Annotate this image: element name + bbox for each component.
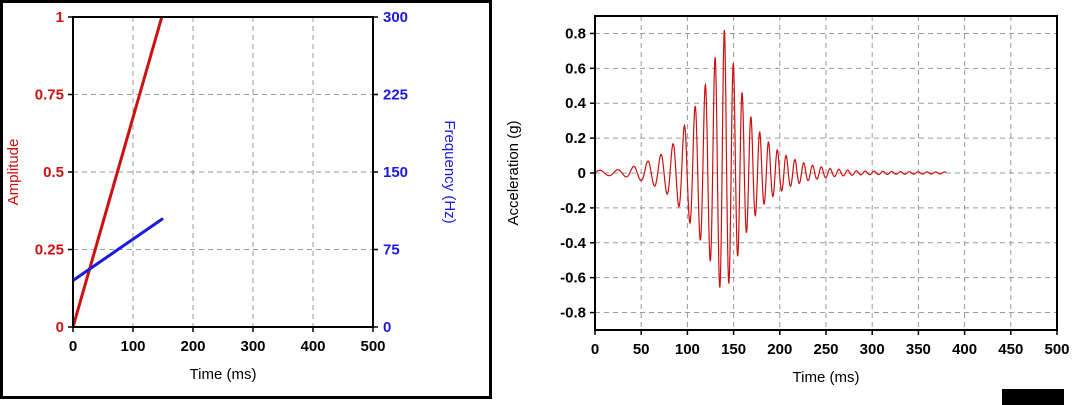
y-tick-label: -0.6 [560,270,586,287]
x-tick-label: 0 [591,341,599,358]
frequency-tick-label: 150 [383,164,408,181]
acceleration-chart: 0 50 100 150 200 250 300 350 400 450 500 -0.8 -0.6 -0… [505,15,1070,386]
x-tick-label: 250 [813,341,838,358]
amplitude-tick-label: 0 [56,319,64,336]
amplitude-tick-label: 0.25 [35,242,64,259]
x-tick-label: 100 [675,341,700,358]
x-tick-label: 400 [952,341,977,358]
amplitude-tick-label: 1 [56,9,64,26]
frequency-line [72,217,164,282]
x-tick-label: 200 [767,341,792,358]
x-tick-label: 150 [721,341,746,358]
redaction-box [1002,389,1064,405]
x-tick-label: 500 [1044,341,1069,358]
frequency-tick-label: 300 [383,9,408,26]
time-axis-label: Time (ms) [793,369,860,386]
x-tick-label: 100 [120,338,145,355]
time-axis-label: Time (ms) [190,366,257,383]
frequency-tick-label: 75 [383,242,400,259]
acceleration-axis-label: Acceleration (g) [505,120,522,225]
amplitude-axis-label: Amplitude [5,139,22,206]
y-tick-label: 0.8 [565,25,586,42]
axes: 0 50 100 150 200 250 300 350 400 450 500 -0.8 -0.6 -0… [560,25,1069,358]
frequency-axis-label: Frequency (Hz) [441,120,458,223]
amplitude-tick-label: 0.75 [35,87,64,104]
acceleration-trace [594,29,947,288]
grid [73,17,373,327]
y-tick-label: 0.4 [565,95,587,112]
x-tick-label: 500 [360,338,385,355]
x-tick-label: 200 [180,338,205,355]
y-tick-label: -0.2 [560,200,586,217]
grid [595,16,1057,330]
frequency-tick-label: 225 [383,87,408,104]
axes: 0 100 200 300 400 500 0 0.25 0.5 0.75 1 0 75 150 225 30… [35,9,408,355]
sweep-profile-chart: 0 100 200 300 400 500 0 0.25 0.5 0.75 1 0 75 150 225 30… [5,9,458,383]
amplitude-line [71,16,164,328]
x-tick-label: 300 [860,341,885,358]
y-tick-label: -0.8 [560,305,586,322]
x-tick-label: 50 [633,341,650,358]
x-tick-label: 0 [69,338,77,355]
amplitude-tick-label: 0.5 [43,164,64,181]
frequency-tick-label: 0 [383,319,391,336]
y-tick-label: 0 [578,165,586,182]
acceleration-figure: 0 50 100 150 200 250 300 350 400 450 500 -0.8 -0.6 -0… [500,0,1086,405]
x-tick-label: 400 [300,338,325,355]
y-tick-label: -0.4 [560,235,587,252]
y-tick-label: 0.2 [565,130,586,147]
x-tick-label: 300 [240,338,265,355]
x-tick-label: 350 [906,341,931,358]
y-tick-label: 0.6 [565,60,586,77]
sweep-profile-figure: 0 100 200 300 400 500 0 0.25 0.5 0.75 1 0 75 150 225 30… [0,0,492,399]
x-tick-label: 450 [998,341,1023,358]
